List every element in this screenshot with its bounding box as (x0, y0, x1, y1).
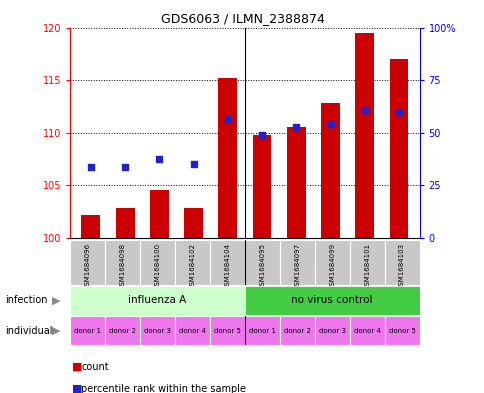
Point (257, 132, 265, 138)
Text: GSM1684103: GSM1684103 (398, 243, 404, 290)
Point (87, 164, 94, 171)
Text: GSM1684102: GSM1684102 (189, 243, 195, 290)
Bar (314, 240, 349, 285)
Point (121, 164, 129, 171)
Bar (140, 240, 175, 285)
Text: GSM1684101: GSM1684101 (363, 243, 369, 290)
Text: GSM1684098: GSM1684098 (120, 243, 125, 290)
Bar (105, 240, 140, 285)
Text: donor 3: donor 3 (318, 328, 345, 334)
Text: donor 2: donor 2 (283, 328, 310, 334)
Text: individual: individual (5, 326, 52, 336)
Bar (384, 240, 419, 285)
Bar (184, 208, 203, 238)
Bar (105, 316, 140, 345)
Text: donor 4: donor 4 (353, 328, 380, 334)
Text: GDS6063 / ILMN_2388874: GDS6063 / ILMN_2388874 (160, 12, 324, 25)
Text: donor 4: donor 4 (179, 328, 206, 334)
Text: percentile rank within the sample: percentile rank within the sample (81, 384, 246, 393)
Text: influenza A: influenza A (128, 296, 186, 305)
Bar (70, 240, 105, 285)
Text: donor 5: donor 5 (213, 328, 241, 334)
Point (189, 161, 197, 167)
Bar (349, 240, 384, 285)
Text: ▶: ▶ (51, 326, 60, 336)
Text: ■: ■ (72, 384, 82, 393)
Bar (150, 191, 168, 238)
Point (292, 124, 300, 130)
Text: infection: infection (5, 296, 47, 305)
Bar (244, 240, 279, 285)
Point (360, 107, 368, 113)
Bar (389, 59, 408, 238)
Bar (210, 240, 244, 285)
Point (224, 116, 231, 122)
Bar (210, 316, 244, 345)
Bar (70, 286, 244, 315)
Text: GSM1684104: GSM1684104 (224, 243, 230, 290)
Bar (252, 135, 271, 238)
Point (394, 108, 402, 115)
Text: ■: ■ (72, 362, 82, 372)
Text: no virus control: no virus control (291, 296, 372, 305)
Text: GSM1684100: GSM1684100 (154, 243, 160, 290)
Bar (384, 316, 419, 345)
Bar (279, 316, 314, 345)
Bar (116, 208, 134, 238)
Point (155, 156, 163, 162)
Text: donor 2: donor 2 (109, 328, 136, 334)
Bar (244, 286, 419, 315)
Bar (355, 33, 373, 238)
Text: donor 5: donor 5 (388, 328, 415, 334)
Text: GSM1684099: GSM1684099 (329, 243, 334, 290)
Text: count: count (81, 362, 109, 372)
Bar (320, 103, 339, 238)
Text: GSM1684097: GSM1684097 (294, 243, 300, 290)
Bar (349, 316, 384, 345)
Bar (286, 127, 305, 238)
Text: donor 1: donor 1 (74, 328, 101, 334)
Text: donor 1: donor 1 (248, 328, 275, 334)
Text: GSM1684096: GSM1684096 (85, 243, 91, 290)
Text: ▶: ▶ (51, 296, 60, 305)
Bar (175, 240, 210, 285)
Text: GSM1684095: GSM1684095 (259, 243, 265, 290)
Text: donor 3: donor 3 (144, 328, 171, 334)
Bar (218, 78, 237, 238)
Point (326, 121, 333, 127)
Bar (175, 316, 210, 345)
Bar (140, 316, 175, 345)
Bar (314, 316, 349, 345)
Bar (70, 316, 105, 345)
Bar (81, 215, 100, 238)
Bar (279, 240, 314, 285)
Bar (244, 316, 279, 345)
